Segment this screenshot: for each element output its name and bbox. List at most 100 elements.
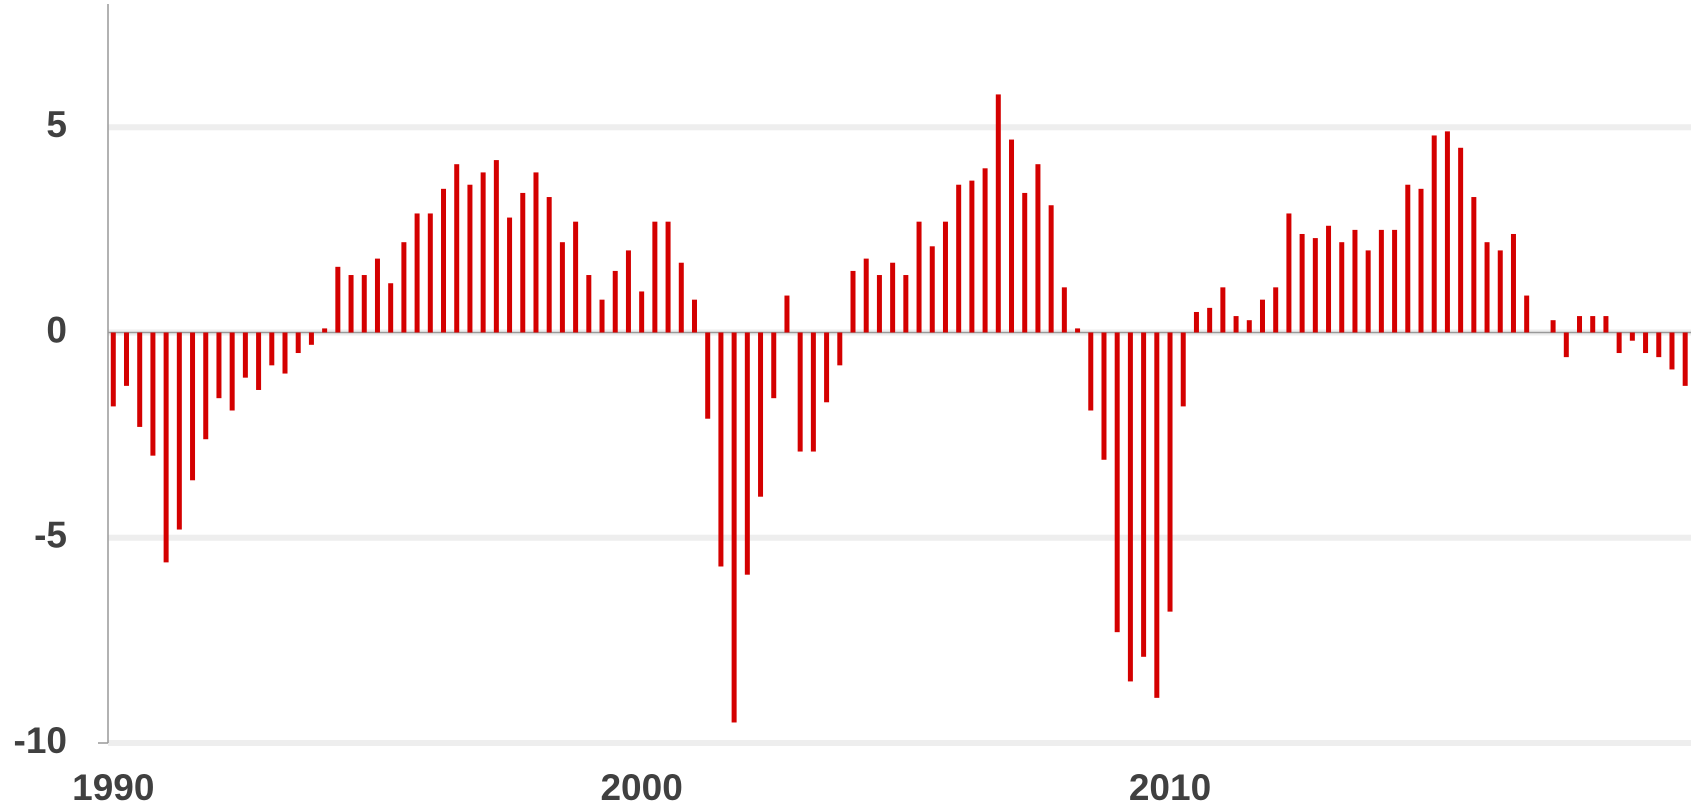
bar bbox=[454, 164, 460, 333]
bar bbox=[744, 332, 750, 575]
bar bbox=[282, 332, 288, 374]
bar bbox=[1339, 242, 1345, 333]
bar bbox=[1246, 320, 1252, 333]
bar bbox=[1669, 332, 1675, 370]
bar bbox=[163, 332, 169, 563]
bar bbox=[123, 332, 129, 386]
bar bbox=[1497, 250, 1503, 333]
bar bbox=[956, 184, 962, 333]
x-tick-label: 2010 bbox=[1129, 767, 1211, 808]
bar bbox=[1193, 311, 1199, 333]
bar bbox=[573, 221, 579, 333]
bar bbox=[520, 192, 526, 333]
bar bbox=[1061, 287, 1067, 333]
bar bbox=[388, 283, 394, 333]
bar bbox=[1048, 205, 1054, 333]
bar bbox=[771, 332, 777, 399]
bar bbox=[1299, 233, 1305, 333]
bar bbox=[1286, 213, 1292, 333]
y-tick-label: -5 bbox=[34, 515, 67, 556]
bar bbox=[110, 332, 116, 407]
bar bbox=[467, 184, 473, 333]
bar bbox=[308, 332, 314, 345]
bar bbox=[1035, 164, 1041, 333]
bar bbox=[1563, 332, 1569, 358]
bar bbox=[1167, 332, 1173, 612]
bar bbox=[137, 332, 143, 427]
bar bbox=[335, 266, 341, 333]
bar bbox=[797, 332, 803, 452]
bar bbox=[1365, 250, 1371, 333]
bar bbox=[652, 221, 658, 333]
bar bbox=[890, 262, 896, 333]
bar bbox=[414, 213, 420, 333]
bar bbox=[1590, 316, 1596, 333]
bar bbox=[1405, 184, 1411, 333]
bar bbox=[1510, 233, 1516, 333]
bar bbox=[361, 275, 367, 333]
bar bbox=[1259, 299, 1265, 333]
bar bbox=[1101, 332, 1107, 460]
bar bbox=[586, 275, 592, 333]
bar bbox=[1484, 242, 1490, 333]
bar bbox=[1154, 332, 1160, 698]
bar bbox=[533, 172, 539, 333]
bar bbox=[493, 160, 499, 333]
bar bbox=[1009, 139, 1015, 333]
bar bbox=[1418, 188, 1424, 333]
bar bbox=[903, 275, 909, 333]
bar bbox=[1312, 238, 1318, 333]
bar bbox=[1458, 147, 1464, 333]
bar bbox=[1444, 131, 1450, 333]
bar bbox=[731, 332, 737, 723]
y-tick-label: -10 bbox=[14, 720, 67, 761]
bar bbox=[1352, 229, 1358, 333]
bar bbox=[1643, 332, 1649, 354]
bar bbox=[1392, 229, 1398, 333]
bar bbox=[876, 275, 882, 333]
bar bbox=[559, 242, 565, 333]
bar bbox=[190, 332, 196, 481]
bar bbox=[665, 221, 671, 333]
bar bbox=[1127, 332, 1133, 682]
bar bbox=[982, 168, 988, 333]
bar bbox=[1616, 332, 1622, 354]
bar bbox=[1180, 332, 1186, 407]
bar bbox=[1524, 295, 1530, 333]
bar bbox=[758, 332, 764, 497]
bar bbox=[824, 332, 830, 403]
bar bbox=[322, 328, 328, 333]
bar bbox=[295, 332, 301, 354]
bar bbox=[850, 270, 856, 333]
bar bbox=[929, 246, 935, 333]
bar bbox=[639, 291, 645, 333]
bar bbox=[1273, 287, 1279, 333]
bar bbox=[1378, 229, 1384, 333]
bar bbox=[1656, 332, 1662, 358]
bar bbox=[401, 242, 407, 333]
bar bbox=[705, 332, 711, 419]
bar bbox=[507, 217, 513, 333]
bar bbox=[942, 221, 948, 333]
bar bbox=[599, 299, 605, 333]
bar bbox=[427, 213, 433, 333]
bar bbox=[916, 221, 922, 333]
bar bbox=[969, 180, 975, 333]
bar bbox=[863, 258, 869, 333]
bar bbox=[1603, 316, 1609, 333]
x-tick-label: 1990 bbox=[72, 767, 154, 808]
bar bbox=[691, 299, 697, 333]
bar bbox=[718, 332, 724, 567]
bar bbox=[1577, 316, 1583, 333]
bar bbox=[229, 332, 235, 411]
bar bbox=[150, 332, 156, 456]
bar bbox=[1431, 135, 1437, 333]
bar bbox=[612, 270, 618, 333]
bar bbox=[1629, 332, 1635, 341]
bar bbox=[1220, 287, 1226, 333]
bar bbox=[1550, 320, 1556, 333]
y-tick-label: 5 bbox=[46, 104, 67, 145]
y-tick-label: 0 bbox=[46, 309, 67, 350]
bar bbox=[810, 332, 816, 452]
